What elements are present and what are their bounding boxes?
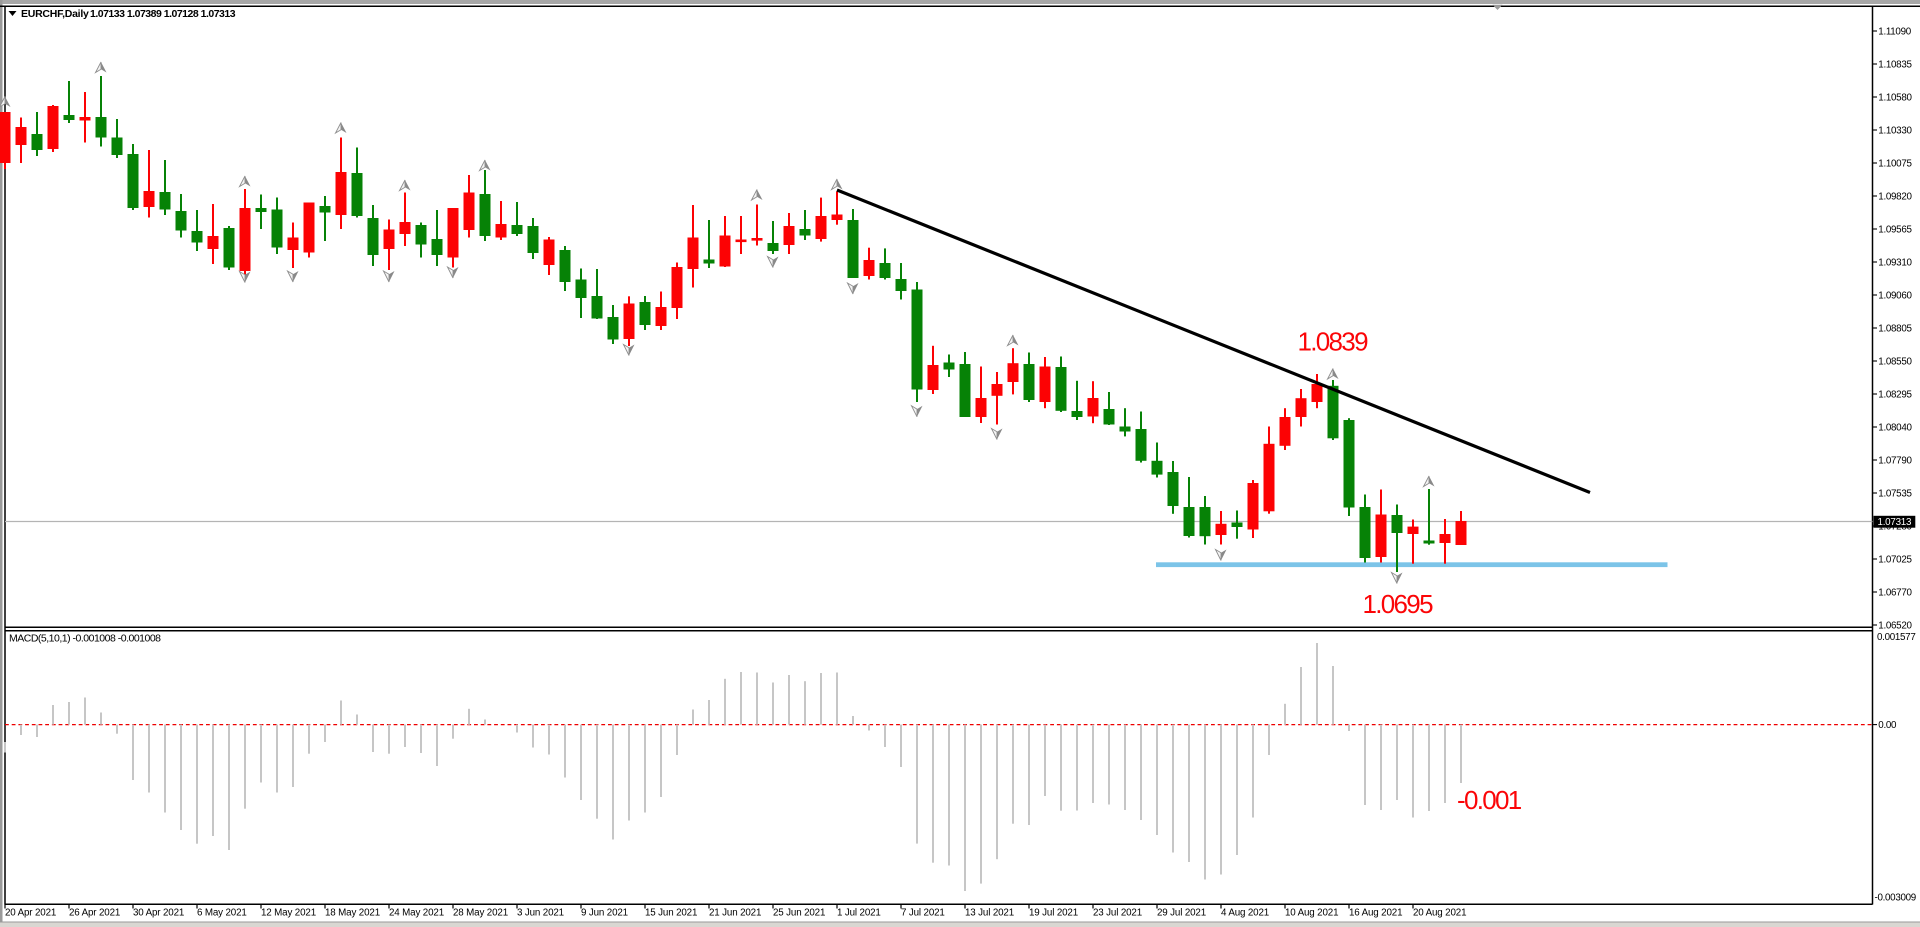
svg-text:1.09310: 1.09310 <box>1878 258 1912 269</box>
svg-text:1.10835: 1.10835 <box>1878 60 1912 71</box>
svg-text:1.08550: 1.08550 <box>1878 357 1912 368</box>
svg-text:1.09820: 1.09820 <box>1878 192 1912 203</box>
svg-text:1.07133 1.07389 1.07128 1.0731: 1.07133 1.07389 1.07128 1.07313 <box>90 8 236 20</box>
svg-text:1 Jul 2021: 1 Jul 2021 <box>837 908 881 919</box>
svg-text:1.07790: 1.07790 <box>1878 456 1912 467</box>
svg-text:20 Aug 2021: 20 Aug 2021 <box>1413 908 1466 919</box>
svg-text:0.00: 0.00 <box>1878 720 1897 731</box>
svg-text:30 Apr 2021: 30 Apr 2021 <box>133 908 184 919</box>
svg-text:6 May 2021: 6 May 2021 <box>197 908 247 919</box>
svg-text:1.09565: 1.09565 <box>1878 225 1912 236</box>
svg-text:26 Apr 2021: 26 Apr 2021 <box>69 908 120 919</box>
svg-text:1.08040: 1.08040 <box>1878 423 1912 434</box>
svg-text:18 May 2021: 18 May 2021 <box>325 908 380 919</box>
svg-text:EURCHF,Daily: EURCHF,Daily <box>21 8 89 20</box>
svg-text:1.11090: 1.11090 <box>1878 27 1911 38</box>
svg-text:1.07313: 1.07313 <box>1878 517 1912 528</box>
svg-text:20 Apr 2021: 20 Apr 2021 <box>5 908 56 919</box>
svg-text:4 Aug 2021: 4 Aug 2021 <box>1221 908 1269 919</box>
svg-text:-0.003009: -0.003009 <box>1875 892 1916 903</box>
svg-text:1.10330: 1.10330 <box>1878 126 1912 137</box>
svg-text:1.07535: 1.07535 <box>1878 489 1912 500</box>
svg-text:1.10580: 1.10580 <box>1878 93 1912 104</box>
svg-text:1.08295: 1.08295 <box>1878 390 1912 401</box>
svg-text:1.09060: 1.09060 <box>1878 291 1912 302</box>
svg-text:1.06520: 1.06520 <box>1878 621 1912 632</box>
svg-text:23 Jul 2021: 23 Jul 2021 <box>1093 908 1142 919</box>
svg-text:3 Jun 2021: 3 Jun 2021 <box>517 908 564 919</box>
svg-text:1.0839: 1.0839 <box>1298 327 1369 357</box>
svg-text:12 May 2021: 12 May 2021 <box>261 908 316 919</box>
svg-text:7 Jul 2021: 7 Jul 2021 <box>901 908 945 919</box>
svg-text:21 Jun 2021: 21 Jun 2021 <box>709 908 761 919</box>
svg-text:19 Jul 2021: 19 Jul 2021 <box>1029 908 1078 919</box>
svg-text:29 Jul 2021: 29 Jul 2021 <box>1157 908 1206 919</box>
svg-text:13 Jul 2021: 13 Jul 2021 <box>965 908 1014 919</box>
svg-text:9 Jun 2021: 9 Jun 2021 <box>581 908 628 919</box>
svg-text:0.001577: 0.001577 <box>1877 632 1915 643</box>
svg-text:25 Jun 2021: 25 Jun 2021 <box>773 908 825 919</box>
svg-text:16 Aug 2021: 16 Aug 2021 <box>1349 908 1402 919</box>
svg-text:24 May 2021: 24 May 2021 <box>389 908 444 919</box>
svg-text:10 Aug 2021: 10 Aug 2021 <box>1285 908 1338 919</box>
svg-text:15 Jun 2021: 15 Jun 2021 <box>645 908 697 919</box>
svg-text:MACD(5,10,1) -0.001008 -0.0010: MACD(5,10,1) -0.001008 -0.001008 <box>9 633 161 645</box>
svg-text:-0.001: -0.001 <box>1457 785 1522 815</box>
svg-text:1.10075: 1.10075 <box>1878 159 1912 170</box>
svg-text:1.06770: 1.06770 <box>1878 588 1912 599</box>
svg-text:1.0695: 1.0695 <box>1363 589 1434 619</box>
svg-text:1.08805: 1.08805 <box>1878 324 1912 335</box>
svg-text:1.07025: 1.07025 <box>1878 555 1912 566</box>
svg-text:28 May 2021: 28 May 2021 <box>453 908 508 919</box>
